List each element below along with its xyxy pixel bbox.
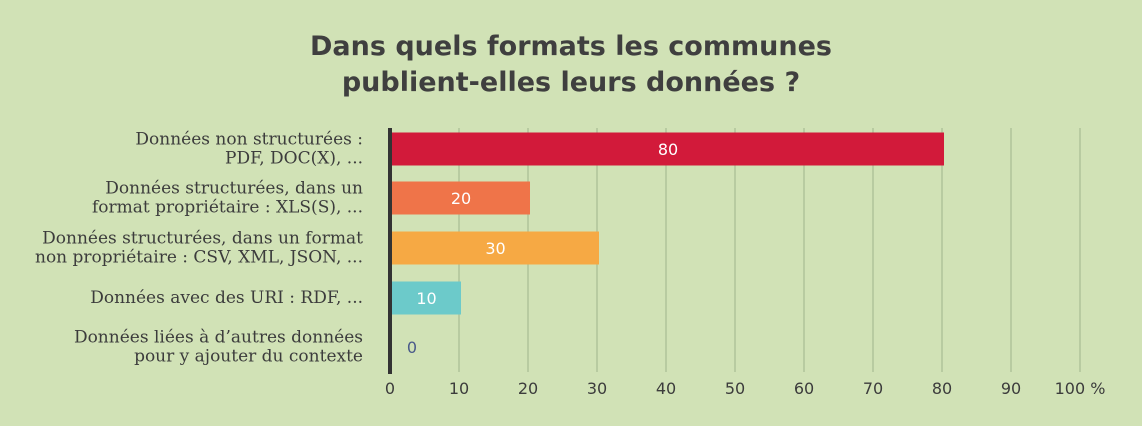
category-label: format propriétaire : XLS(S), ...: [92, 198, 363, 218]
x-axis-ticks: 0 10 20 30 40 50 60 70 80 90 100 %: [385, 379, 1106, 398]
category-label: pour y ajouter du contexte: [134, 347, 363, 367]
category-label: non propriétaire : CSV, XML, JSON, ...: [35, 248, 363, 268]
x-tick-label: 70: [863, 379, 883, 398]
x-tick-label: 80: [932, 379, 952, 398]
chart-title-line: publient-elles leurs données ?: [342, 67, 800, 98]
bar: [392, 181, 530, 215]
x-tick-label: 50: [725, 379, 745, 398]
bar-value-label: 30: [485, 239, 505, 258]
bar: [392, 231, 599, 265]
bar: [392, 281, 461, 315]
chart-title-line: Dans quels formats les communes: [310, 31, 832, 62]
x-tick-label: 20: [518, 379, 538, 398]
category-label: Données non structurées :: [135, 130, 363, 150]
bar: [392, 132, 944, 166]
bar-value-label: 0: [407, 338, 417, 357]
category-label: Données liées à d’autres données: [74, 328, 363, 348]
category-label: PDF, DOC(X), ...: [225, 149, 363, 169]
x-tick-label: 100 %: [1055, 379, 1106, 398]
x-tick-label: 40: [656, 379, 676, 398]
bar-value-label: 80: [658, 140, 678, 159]
category-label: Données structurées, dans un format: [42, 229, 363, 249]
x-tick-label: 30: [587, 379, 607, 398]
x-tick-label: 0: [385, 379, 395, 398]
x-tick-label: 90: [1001, 379, 1021, 398]
x-tick-label: 60: [794, 379, 814, 398]
category-labels: Données non structurées :PDF, DOC(X), ..…: [35, 130, 363, 367]
chart-title: Dans quels formats les communes publient-…: [310, 31, 832, 98]
gridlines: [458, 128, 1081, 372]
bars: [392, 132, 944, 315]
x-tick-label: 10: [449, 379, 469, 398]
category-label: Données avec des URI : RDF, ...: [90, 288, 363, 308]
bar-value-label: 10: [416, 289, 436, 308]
category-label: Données structurées, dans un: [105, 179, 363, 199]
value-labels: 80 20 30 10 0: [407, 140, 678, 357]
bar-value-label: 20: [451, 189, 471, 208]
